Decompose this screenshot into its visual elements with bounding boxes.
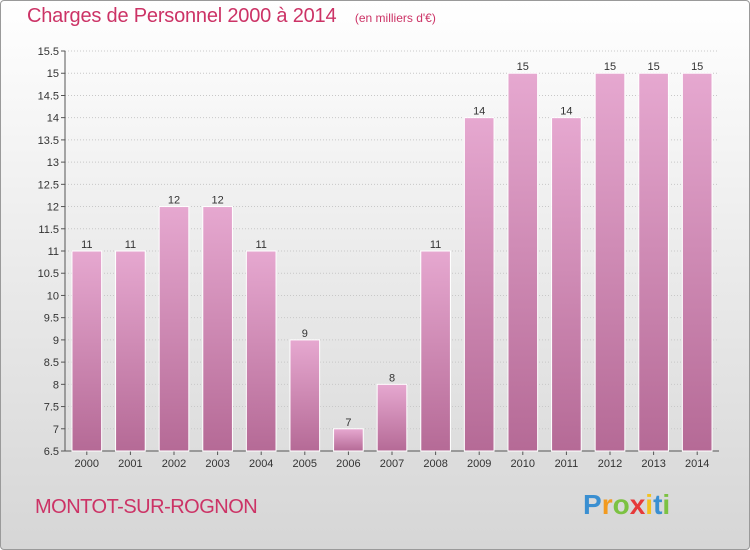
y-tick-label: 12.5 — [38, 179, 59, 191]
y-tick-label: 7.5 — [44, 402, 59, 414]
y-tick-label: 14.5 — [38, 90, 59, 102]
x-tick-label: 2011 — [555, 458, 579, 470]
bar — [551, 117, 582, 452]
data-label: 11 — [430, 239, 441, 251]
data-label: 14 — [473, 106, 485, 118]
x-tick-label: 2001 — [118, 458, 142, 470]
data-label: 12 — [211, 195, 223, 207]
bar — [681, 72, 713, 452]
proxiti-logo: Proxiti — [583, 489, 670, 521]
logo-letter: i — [662, 489, 671, 520]
data-labels: 11 11 12 12 11 9 7 8 11 14 15 14 15 15 15 — [81, 61, 703, 429]
data-label: 11 — [125, 239, 136, 251]
y-tick-label: 15 — [47, 68, 59, 80]
bar — [594, 72, 626, 452]
y-tick-label: 13.5 — [38, 135, 59, 147]
data-label: 9 — [302, 328, 308, 340]
data-label: 11 — [81, 239, 92, 251]
bar — [115, 250, 146, 452]
x-tick-label: 2010 — [511, 458, 535, 470]
chart-title: Charges de Personnel 2000 à 2014 — [27, 5, 337, 27]
data-label: 15 — [647, 61, 659, 73]
logo-letter: r — [601, 489, 613, 520]
x-tick-label: 2013 — [641, 458, 665, 470]
bar — [245, 250, 277, 452]
y-tick-label: 6.5 — [44, 446, 59, 458]
data-label: 7 — [345, 417, 351, 429]
data-label: 11 — [255, 239, 266, 251]
y-tick-label: 8 — [53, 379, 59, 391]
y-tick-label: 11 — [48, 246, 59, 258]
y-tick-label: 10.5 — [38, 268, 59, 280]
bar — [420, 250, 451, 452]
y-tick-label: 15.5 — [38, 46, 59, 58]
place-name: MONTOT-SUR-ROGNON — [35, 496, 258, 518]
bar — [638, 72, 669, 452]
x-tick-label: 2003 — [205, 458, 229, 470]
bar — [202, 206, 233, 452]
bar — [463, 117, 495, 452]
logo-letter: P — [583, 489, 602, 520]
x-tick-label: 2008 — [423, 458, 447, 470]
bar — [333, 428, 364, 452]
data-label: 8 — [389, 372, 395, 384]
bar — [507, 72, 539, 452]
x-tick-label: 2004 — [249, 458, 273, 470]
logo-letter: x — [629, 489, 646, 520]
y-tick-label: 9.5 — [44, 313, 59, 325]
y-tick-label: 14 — [47, 113, 59, 125]
y-tick-label: 8.5 — [44, 357, 59, 369]
x-tick-label: 2009 — [467, 458, 491, 470]
y-tick-label: 12 — [47, 202, 59, 214]
y-tick-label: 9 — [53, 335, 59, 347]
bar — [376, 383, 408, 452]
bar — [158, 206, 190, 452]
bar — [71, 250, 103, 452]
bar — [289, 339, 321, 452]
x-tick-label: 2005 — [293, 458, 317, 470]
y-tick-label: 10 — [47, 290, 59, 302]
data-label: 12 — [168, 195, 180, 207]
axes: 6.5 7 7.5 8 8.5 9 9.5 10 10.5 11 11.5 12 12.5 13 13.5 1… — [38, 46, 719, 470]
logo-letter: o — [612, 489, 630, 520]
data-label: 15 — [517, 61, 529, 73]
bars — [71, 72, 713, 452]
y-tick-label: 11.5 — [38, 224, 59, 236]
x-tick-label: 2000 — [75, 458, 99, 470]
x-tick-label: 2014 — [685, 458, 709, 470]
data-label: 14 — [560, 106, 572, 118]
data-label: 15 — [604, 61, 616, 73]
data-label: 15 — [691, 61, 703, 73]
x-tick-label: 2002 — [162, 458, 186, 470]
chart-subtitle: (en milliers d'€) — [354, 11, 436, 25]
logo-letter: i — [645, 489, 654, 520]
y-tick-label: 7 — [53, 424, 59, 436]
x-tick-label: 2007 — [380, 458, 404, 470]
x-tick-label: 2012 — [598, 458, 622, 470]
chart-title-block: Charges de Personnel 2000 à 2014 (en mil… — [27, 5, 436, 28]
y-tick-label: 13 — [47, 157, 59, 169]
logo-letter: t — [653, 489, 663, 520]
x-tick-label: 2006 — [336, 458, 360, 470]
